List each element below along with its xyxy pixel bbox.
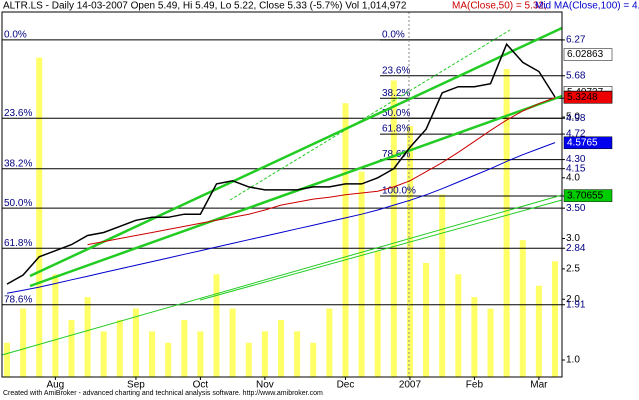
volume-bar (52, 274, 59, 377)
volume-bar (455, 274, 462, 377)
volume-bar (197, 331, 204, 377)
x-tick-label: Feb (466, 380, 484, 391)
value-box (563, 48, 613, 61)
volume-bar (4, 342, 10, 377)
fib-label: 50.0% (4, 198, 32, 209)
volume-bar (261, 331, 268, 377)
y-tick-label: 1.0 (566, 355, 580, 366)
price-lines (6, 42, 556, 294)
value-box (563, 91, 613, 104)
fib-label: 38.2% (382, 88, 410, 99)
chart-title: ALTR.LS - Daily 14-03-2007 Open 5.49, Hi… (3, 1, 407, 12)
level-label: 4.15 (566, 163, 586, 174)
value-box (563, 136, 613, 150)
x-tick-label: Sep (127, 380, 145, 391)
volume-bar (229, 308, 236, 377)
trendlines (1, 12, 563, 377)
series-line (6, 142, 556, 294)
fib-label: 0.0% (382, 30, 405, 41)
value-box-label: 5.3248 (567, 92, 598, 103)
volume-bar (552, 261, 558, 377)
volume-bar (503, 69, 510, 377)
volume-bar (439, 194, 446, 377)
volume-bar (358, 171, 365, 377)
channel-upper (29, 26, 563, 278)
volume-bar (181, 319, 188, 377)
y-tick-label: 5.0 (566, 112, 580, 123)
volume-bar (390, 80, 397, 377)
value-box-label: 6.02863 (567, 49, 604, 60)
volume-bar (374, 251, 381, 377)
volume-bar (36, 57, 43, 377)
volume-bar (149, 331, 156, 377)
fib-label: 23.6% (4, 108, 32, 119)
volume-bar (278, 319, 284, 377)
footer: Created with AmiBroker - advanced charti… (3, 390, 323, 397)
ma100-label: Mid MA(Close,100) = 4.58 (535, 1, 639, 12)
volume-bar (423, 262, 430, 377)
volume-bar (84, 297, 91, 377)
plot-frame (1, 11, 563, 378)
fib-label: 78.6% (4, 294, 32, 305)
level-label: 4.72 (566, 129, 586, 140)
value-box-label: 4.5765 (567, 137, 598, 148)
level-label: 4.30 (566, 154, 586, 165)
value-box (563, 189, 613, 202)
trendline (229, 29, 511, 201)
fib-label: 50.0% (382, 108, 410, 119)
volume-pane (4, 57, 558, 377)
volume-bar (116, 319, 123, 377)
volume-bar (132, 308, 139, 377)
x-tick-label: 2007 (399, 380, 422, 391)
volume-bar (487, 308, 494, 377)
level-label: 4.98 (566, 113, 586, 124)
fib-label: 61.8% (382, 124, 410, 135)
x-tick-label: Dec (337, 380, 355, 391)
ma50-label: MA(Close,50) = 5.32, (452, 1, 547, 12)
x-tick-label: Nov (256, 380, 274, 391)
volume-bar (471, 297, 478, 377)
volume-bar (406, 126, 413, 377)
fib-label: 38.2% (4, 158, 32, 169)
value-box-label: 3.70655 (567, 190, 604, 201)
volume-bar (326, 308, 333, 377)
fib-label: 61.8% (4, 238, 32, 249)
fib-label: 23.6% (382, 65, 410, 76)
volume-bar (20, 308, 27, 377)
volume-bar (294, 331, 301, 377)
volume-bar (245, 342, 252, 377)
y-tick-label: 2.5 (566, 264, 580, 275)
trendline (199, 199, 563, 301)
volume-bar (310, 342, 317, 377)
volume-bar (535, 285, 542, 377)
level-label: 2.84 (566, 243, 586, 254)
x-tick-label: Oct (193, 380, 209, 391)
x-tick-label: Mar (530, 380, 548, 391)
fib-label: 100.0% (382, 186, 416, 197)
volume-bar (342, 103, 349, 377)
level-label: 3.50 (566, 203, 586, 214)
channel-lower (29, 94, 563, 288)
fib-label: 0.0% (4, 30, 27, 41)
volume-bar (519, 240, 526, 377)
volume-bar (68, 319, 75, 377)
series-line (87, 97, 556, 246)
y-tick-label: 4.0 (566, 172, 580, 183)
y-tick-label: 3.0 (566, 233, 580, 244)
level-label: 6.27 (566, 35, 586, 46)
volume-bar (100, 331, 107, 377)
right-axis: Aug Sep Oct Nov Dec 2007 Feb Mar 1.0 2.0 2.5 3.0 4.0… (46, 35, 613, 391)
volume-bar (213, 274, 220, 377)
x-tick-label: Aug (46, 380, 64, 391)
level-label: 1.91 (566, 299, 586, 310)
level-label: 5.68 (566, 70, 586, 81)
trendline (1, 194, 563, 356)
y-tick-label: 2.0 (566, 294, 580, 305)
series-line (6, 42, 556, 285)
volume-bar (165, 342, 172, 377)
